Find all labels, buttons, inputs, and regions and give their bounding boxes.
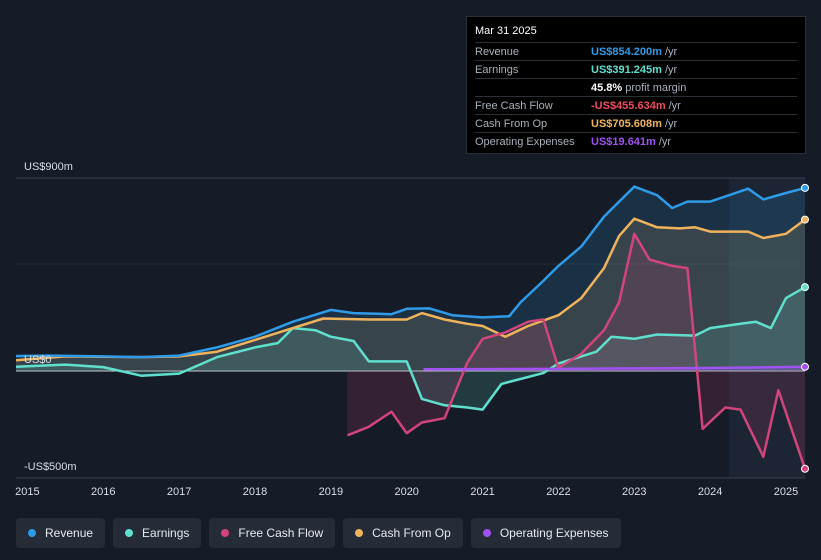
tooltip-label: Cash From Op — [475, 117, 548, 130]
tooltip-value: 45.8% — [591, 81, 623, 94]
y-label-zero: US$0 — [24, 354, 52, 366]
x-tick-label: 2020 — [394, 486, 418, 498]
tooltip-unit: /yr — [658, 135, 672, 148]
tooltip-unit: /yr — [664, 45, 678, 58]
tooltip-row-earnings: Earnings US$391.245m /yr — [475, 60, 797, 78]
tooltip-label: Revenue — [475, 45, 520, 58]
free-cash-flow-area — [347, 233, 805, 469]
legend-free-cash-flow[interactable]: Free Cash Flow — [209, 518, 336, 548]
tooltip-value: US$19.641m — [591, 135, 656, 148]
legend-dot-icon — [221, 529, 230, 537]
legend-label: Earnings — [142, 526, 190, 540]
legend-label: Cash From Op — [372, 526, 451, 540]
legend-operating-expenses[interactable]: Operating Expenses — [470, 518, 621, 548]
x-tick-label: 2017 — [167, 486, 191, 498]
tooltip-unit: /yr — [668, 99, 681, 112]
y-label-bottom: -US$500m — [24, 461, 77, 473]
legend-label: Free Cash Flow — [238, 526, 324, 540]
tooltip-value: US$705.608m — [591, 117, 662, 130]
legend: Revenue Earnings Free Cash Flow Cash Fro… — [16, 518, 621, 548]
operating-expenses-line — [423, 365, 806, 371]
tooltip-row-cfo: Cash From Op US$705.608m /yr — [475, 114, 797, 132]
tooltip-row-fcf: Free Cash Flow -US$455.634m /yr — [475, 96, 797, 114]
x-tick-label: 2016 — [91, 486, 115, 498]
earnings-endpoint — [801, 283, 809, 292]
tooltip-unit: profit margin — [625, 81, 687, 94]
legend-label: Operating Expenses — [499, 526, 609, 540]
x-tick-label: 2019 — [319, 486, 343, 498]
legend-revenue[interactable]: Revenue — [16, 518, 106, 548]
cash-from-op-endpoint — [801, 215, 809, 224]
tooltip-value: -US$455.634m — [591, 99, 666, 112]
tooltip-date: Mar 31 2025 — [475, 25, 537, 37]
tooltip: Mar 31 2025 Revenue US$854.200m /yr Earn… — [466, 16, 806, 154]
tooltip-row-margin: 45.8% profit margin — [475, 78, 797, 96]
free-cash-flow-line — [347, 232, 807, 470]
legend-earnings[interactable]: Earnings — [113, 518, 202, 548]
legend-dot-icon — [28, 529, 36, 537]
legend-dot-icon — [355, 529, 364, 537]
x-tick-label: 2023 — [622, 486, 646, 498]
y-label-top: US$900m — [24, 161, 73, 173]
tooltip-label: Free Cash Flow — [475, 99, 553, 112]
cash-from-op-area — [16, 218, 805, 371]
tooltip-label: Earnings — [475, 63, 519, 76]
tooltip-row-opex: Operating Expenses US$19.641m /yr — [475, 132, 797, 150]
revenue-line — [15, 185, 806, 359]
revenue-endpoint — [801, 183, 809, 192]
x-tick-label: 2018 — [243, 486, 267, 498]
tooltip-label: Operating Expenses — [475, 135, 575, 148]
legend-label: Revenue — [45, 526, 94, 540]
tooltip-unit: /yr — [664, 117, 678, 130]
legend-dot-icon — [125, 529, 134, 537]
earnings-line — [15, 286, 806, 411]
x-tick-label: 2022 — [546, 486, 570, 498]
x-tick-label: 2021 — [470, 486, 494, 498]
legend-cash-from-op[interactable]: Cash From Op — [343, 518, 463, 548]
operating-expenses-endpoint — [801, 362, 809, 371]
x-tick-label: 2015 — [15, 486, 39, 498]
tooltip-row-revenue: Revenue US$854.200m /yr — [475, 42, 797, 60]
x-tick-label: 2024 — [698, 486, 722, 498]
free-cash-flow-endpoint — [801, 464, 809, 473]
tooltip-unit: /yr — [664, 63, 678, 76]
legend-dot-icon — [482, 529, 491, 537]
cash-from-op-line — [15, 217, 806, 362]
tooltip-value: US$854.200m — [591, 45, 662, 58]
earnings-area — [16, 287, 805, 410]
tooltip-value: US$391.245m — [591, 63, 662, 76]
x-tick-label: 2025 — [774, 486, 798, 498]
